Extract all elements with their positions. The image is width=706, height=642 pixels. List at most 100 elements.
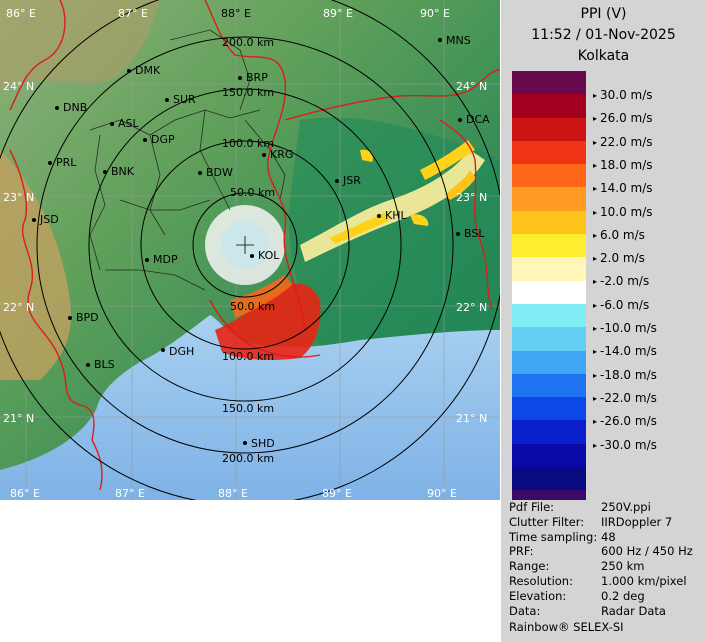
station-mns: MNS bbox=[446, 34, 471, 47]
info-key: Pdf File: bbox=[509, 500, 555, 514]
station-bdw: BDW bbox=[206, 166, 233, 179]
ring-label-50-north: 50.0 km bbox=[230, 186, 275, 199]
color-scale-bar bbox=[512, 71, 586, 514]
color-scale-cell bbox=[512, 187, 586, 211]
lon-label-top-88: 88° E bbox=[221, 7, 251, 20]
station-krg: KRG bbox=[270, 148, 293, 161]
info-value: 600 Hz / 450 Hz bbox=[601, 544, 693, 559]
station-kol: KOL bbox=[258, 249, 280, 262]
info-value: 250 km bbox=[601, 559, 645, 574]
international-borders bbox=[9, 0, 500, 491]
station-mdp: MDP bbox=[153, 253, 178, 266]
color-scale-cell bbox=[512, 71, 586, 95]
ring-label-200-north: 200.0 km bbox=[222, 36, 274, 49]
info-row: Resolution: 1.000 km/pixel bbox=[509, 574, 687, 588]
color-scale-label: 26.0 m/s bbox=[593, 111, 653, 125]
lat-label-left-23: 23° N bbox=[3, 191, 34, 204]
info-value: 48 bbox=[601, 529, 616, 544]
info-key: Clutter Filter: bbox=[509, 514, 585, 529]
station-name: Kolkata bbox=[577, 48, 630, 64]
color-scale-cell bbox=[512, 280, 586, 304]
lon-label-bottom-90: 90° E bbox=[427, 487, 457, 500]
station-dnb: DNB bbox=[63, 101, 87, 114]
lon-label-top-90: 90° E bbox=[420, 7, 450, 20]
info-row: Range: 250 km bbox=[509, 559, 644, 573]
color-scale-label: 30.0 m/s bbox=[593, 88, 653, 102]
station-dmk: DMK bbox=[135, 64, 161, 77]
lon-label-bottom-88: 88° E bbox=[218, 487, 248, 500]
color-scale-cell bbox=[512, 164, 586, 188]
info-value: 1.000 km/pixel bbox=[601, 574, 687, 588]
lon-label-top-89: 89° E bbox=[323, 7, 353, 20]
color-scale-cell bbox=[512, 420, 586, 444]
lon-label-top-87: 87° E bbox=[118, 7, 148, 20]
info-row: Elevation: 0.2 deg bbox=[509, 589, 645, 603]
info-key: Data: bbox=[509, 603, 541, 618]
lon-label-bottom-89: 89° E bbox=[322, 487, 352, 500]
plateau-area bbox=[0, 150, 71, 380]
info-value: 0.2 deg bbox=[601, 588, 645, 603]
info-row: Pdf File: 250V.ppi bbox=[509, 500, 651, 514]
lat-label-right-21: 21° N bbox=[456, 412, 487, 425]
station-bpd: BPD bbox=[76, 311, 99, 324]
product-title: PPI (V) bbox=[580, 6, 627, 22]
station-shd: SHD bbox=[251, 437, 275, 450]
station-dca: DCA bbox=[466, 113, 490, 126]
color-scale-label: -22.0 m/s bbox=[593, 391, 657, 405]
station-khl: KHL bbox=[385, 209, 407, 222]
color-scale-cell bbox=[512, 467, 586, 491]
color-scale-label: -30.0 m/s bbox=[593, 438, 657, 452]
lat-label-left-22: 22° N bbox=[3, 301, 34, 314]
color-scale-cell bbox=[512, 117, 586, 141]
hill-area bbox=[0, 0, 160, 90]
info-row: Time sampling: 48 bbox=[509, 530, 616, 544]
color-scale-label: 10.0 m/s bbox=[593, 205, 653, 219]
color-scale-label: -26.0 m/s bbox=[593, 414, 657, 428]
sea-area bbox=[0, 315, 500, 500]
info-value: Radar Data bbox=[601, 603, 666, 618]
station-brp: BRP bbox=[246, 71, 268, 84]
datetime-label: 11:52 / 01-Nov-2025 bbox=[531, 27, 676, 43]
color-scale-cell bbox=[512, 257, 586, 281]
station-dgp: DGP bbox=[151, 133, 175, 146]
ring-label-100-north: 100.0 km bbox=[222, 137, 274, 150]
info-row: Clutter Filter: IIRDoppler 7 bbox=[509, 515, 672, 529]
station-jsd: JSD bbox=[39, 213, 59, 226]
color-scale-cell bbox=[512, 397, 586, 421]
station-sur: SUR bbox=[173, 93, 196, 106]
station-markers: MNS DMK BRP DNB SUR ASL DGP PRL BNK BDW … bbox=[32, 34, 490, 450]
info-row: PRF: 600 Hz / 450 Hz bbox=[509, 544, 693, 558]
color-scale-label: -2.0 m/s bbox=[593, 274, 649, 288]
lat-label-right-23: 23° N bbox=[456, 191, 487, 204]
ring-label-150-north: 150.0 km bbox=[222, 86, 274, 99]
station-bsl: BSL bbox=[464, 227, 485, 240]
info-row: Data: Radar Data bbox=[509, 604, 666, 618]
color-scale-label: 18.0 m/s bbox=[593, 158, 653, 172]
radar-map: 50.0 km 100.0 km 150.0 km 200.0 km 50.0 … bbox=[0, 0, 500, 500]
color-scale-label: 14.0 m/s bbox=[593, 181, 653, 195]
color-scale-cell bbox=[512, 140, 586, 165]
ring-label-150-south: 150.0 km bbox=[222, 402, 274, 415]
info-key: Range: bbox=[509, 559, 550, 574]
color-scale-label: 22.0 m/s bbox=[593, 135, 653, 149]
ring-label-50-south: 50.0 km bbox=[230, 300, 275, 313]
color-scale-cell bbox=[512, 443, 586, 468]
station-bnk: BNK bbox=[111, 165, 135, 178]
station-dgh: DGH bbox=[169, 345, 194, 358]
station-asl: ASL bbox=[118, 117, 140, 130]
legend-panel: PPI (V) 11:52 / 01-Nov-2025 Kolkata 30.0… bbox=[501, 0, 706, 514]
info-panel: Pdf File: 250V.ppi Clutter Filter: IIRDoppl… bbox=[501, 500, 706, 642]
brand-label: Rainbow® SELEX-SI bbox=[509, 620, 624, 634]
color-scale-label: -18.0 m/s bbox=[593, 368, 657, 382]
range-rings bbox=[0, 0, 500, 500]
color-scale-cell bbox=[512, 373, 586, 398]
color-scale-label: 2.0 m/s bbox=[593, 251, 645, 265]
color-scale-cell bbox=[512, 327, 586, 351]
info-value: 250V.ppi bbox=[601, 500, 651, 514]
color-scale-cell bbox=[512, 350, 586, 374]
lon-label-top-86: 86° E bbox=[6, 7, 36, 20]
color-scale-cell bbox=[512, 303, 586, 328]
info-key: Resolution: bbox=[509, 574, 573, 588]
color-scale-label: -14.0 m/s bbox=[593, 344, 657, 358]
color-scale-cell bbox=[512, 210, 586, 235]
